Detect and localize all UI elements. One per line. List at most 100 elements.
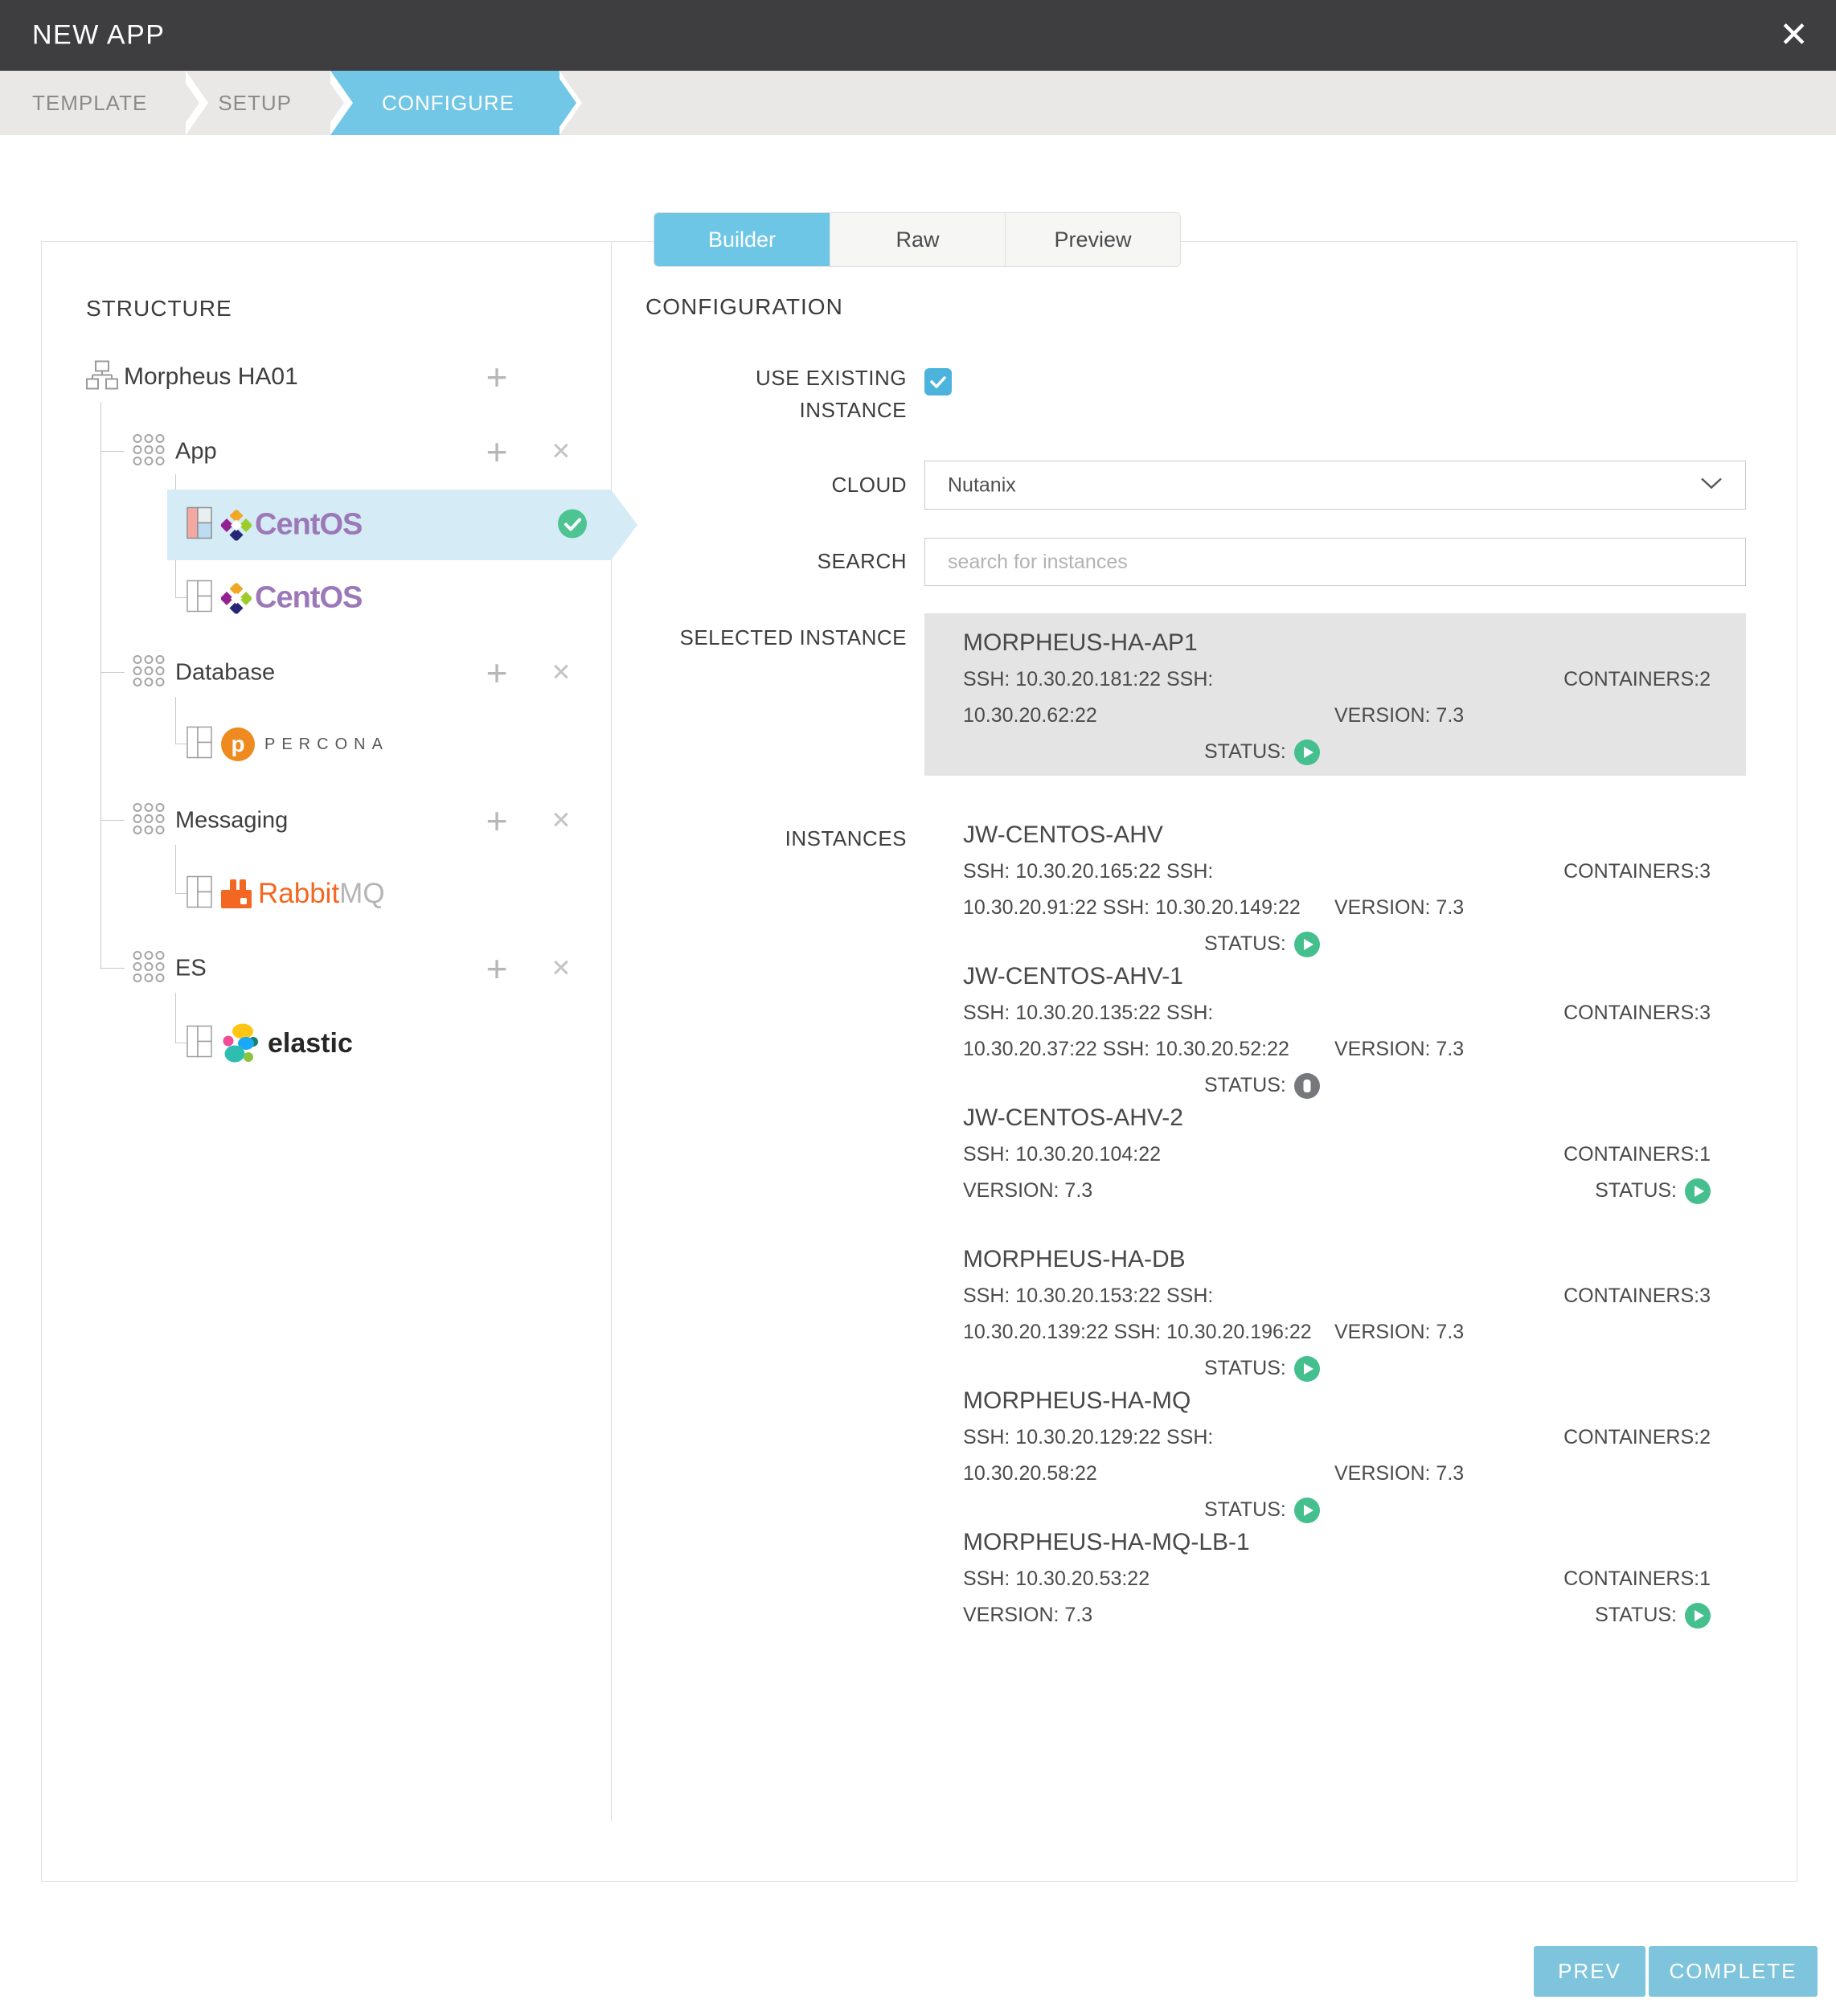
chevron-down-icon — [1700, 477, 1723, 494]
view-tabs: Builder Raw Preview — [654, 212, 1181, 267]
search-input[interactable] — [924, 538, 1746, 586]
add-node-icon[interactable]: + — [486, 652, 508, 694]
tier-grid-icon — [130, 653, 167, 694]
cloud-label: CLOUD — [831, 473, 907, 497]
add-node-icon[interactable]: + — [486, 800, 508, 842]
tree-group-es[interactable]: ES + ✕ — [72, 944, 603, 993]
tab-raw[interactable]: Raw — [830, 213, 1005, 266]
instance-status-label: STATUS: — [1204, 1498, 1286, 1521]
breadcrumb-step-setup[interactable]: SETUP — [186, 71, 354, 135]
breadcrumb-step-label: CONFIGURE — [382, 90, 515, 115]
tree-node-percona[interactable]: p PERCONA — [72, 720, 603, 768]
status-running-icon — [1293, 739, 1320, 765]
tree-line — [175, 697, 176, 744]
instance-list-item[interactable]: JW-CENTOS-AHV-2 SSH: 10.30.20.104:22 CON… — [963, 1100, 1711, 1209]
instance-name: MORPHEUS-HA-MQ — [963, 1387, 1191, 1414]
instance-ssh-line: SSH: 10.30.20.165:22 SSH: — [963, 860, 1214, 883]
tier-grid-icon — [130, 801, 167, 842]
tree-line — [100, 672, 125, 673]
panel-divider — [611, 241, 612, 1821]
breadcrumb-step-template[interactable]: TEMPLATE — [0, 71, 209, 135]
instance-version: VERSION: 7.3 — [1334, 1038, 1465, 1060]
rabbitmq-logo: Rabbit MQ — [221, 878, 385, 910]
modal-title: NEW APP — [32, 19, 166, 51]
breadcrumb-step-label: TEMPLATE — [32, 90, 148, 115]
elastic-logo: elastic — [221, 1022, 353, 1064]
status-running-icon — [1685, 1178, 1711, 1204]
tier-label: ES — [175, 955, 207, 981]
remove-tier-icon[interactable]: ✕ — [551, 659, 572, 686]
selected-instance-card[interactable]: MORPHEUS-HA-AP1 SSH: 10.30.20.181:22 SSH… — [924, 613, 1746, 776]
cloud-select[interactable]: Nutanix — [924, 461, 1746, 510]
status-running-icon — [1293, 1355, 1320, 1382]
tree-node-rabbitmq[interactable]: Rabbit MQ — [72, 870, 603, 918]
instance-ssh-line: 10.30.20.37:22 SSH: 10.30.20.52:22 — [963, 1038, 1289, 1060]
selected-check-icon — [558, 509, 587, 543]
instance-name: JW-CENTOS-AHV — [963, 822, 1163, 848]
instance-containers: CONTAINERS:1 — [1563, 1567, 1711, 1590]
instance-tile-icon — [186, 580, 212, 617]
instance-containers: CONTAINERS:2 — [1563, 1426, 1711, 1448]
instance-tile-icon — [186, 875, 212, 912]
use-existing-checkbox[interactable] — [924, 368, 952, 395]
instance-ssh-line: SSH: 10.30.20.153:22 SSH: — [963, 1285, 1214, 1307]
instance-status-label: STATUS: — [1204, 932, 1286, 955]
tree-line — [175, 845, 176, 894]
remove-tier-icon[interactable]: ✕ — [551, 955, 572, 982]
instance-list-item[interactable]: JW-CENTOS-AHV SSH: 10.30.20.165:22 SSH: … — [963, 817, 1711, 957]
use-existing-label-line1: USE EXISTING — [755, 366, 907, 390]
instance-containers: CONTAINERS:3 — [1563, 1002, 1711, 1024]
tree-line — [100, 968, 125, 969]
instance-version: VERSION: 7.3 — [963, 1604, 1093, 1626]
instance-list-item[interactable]: JW-CENTOS-AHV-1 SSH: 10.30.20.135:22 SSH… — [963, 958, 1711, 1099]
instance-containers: CONTAINERS:3 — [1563, 860, 1711, 883]
tree-line — [100, 820, 125, 821]
remove-tier-icon[interactable]: ✕ — [551, 807, 572, 834]
app-name-label: Morpheus HA01 — [124, 363, 298, 390]
tab-builder[interactable]: Builder — [654, 213, 830, 266]
sitemap-icon — [85, 360, 119, 395]
prev-button[interactable]: PREV — [1534, 1946, 1645, 1997]
instance-version: VERSION: 7.3 — [963, 1179, 1093, 1202]
instance-tile-icon — [186, 726, 212, 763]
tree-node-centos-selected[interactable]: CentOS — [72, 501, 603, 549]
instance-list-item[interactable]: MORPHEUS-HA-DB SSH: 10.30.20.153:22 SSH:… — [963, 1241, 1711, 1382]
add-node-icon[interactable]: + — [486, 948, 508, 990]
tree-root-row[interactable]: Morpheus HA01 + — [72, 353, 603, 401]
tree-group-app[interactable]: App + ✕ — [72, 428, 603, 476]
cloud-selected-value: Nutanix — [948, 473, 1016, 496]
tier-grid-icon — [130, 949, 167, 990]
instance-status-label: STATUS: — [1204, 740, 1286, 763]
tree-group-database[interactable]: Database + ✕ — [72, 649, 603, 697]
instance-ssh-line: 10.30.20.139:22 SSH: 10.30.20.196:22 — [963, 1321, 1312, 1343]
tree-node-centos-2[interactable]: CentOS — [72, 574, 603, 622]
tree-group-messaging[interactable]: Messaging + ✕ — [72, 797, 603, 845]
instance-version: VERSION: 7.3 — [1334, 1462, 1465, 1485]
breadcrumb-step-configure-active[interactable]: CONFIGURE — [330, 71, 583, 135]
tier-label: Database — [175, 659, 276, 686]
tree-line — [175, 597, 186, 598]
tab-preview[interactable]: Preview — [1005, 213, 1180, 266]
instance-version: VERSION: 7.3 — [1334, 704, 1465, 727]
instance-ssh-line: SSH: 10.30.20.129:22 SSH: — [963, 1426, 1214, 1448]
instance-tile-icon — [186, 1025, 212, 1062]
remove-tier-icon[interactable]: ✕ — [551, 438, 572, 465]
percona-logo: p PERCONA — [221, 727, 389, 761]
instance-version: VERSION: 7.3 — [1334, 1321, 1465, 1343]
add-node-icon[interactable]: + — [486, 431, 508, 473]
instance-list-item[interactable]: MORPHEUS-HA-MQ SSH: 10.30.20.129:22 SSH:… — [963, 1383, 1711, 1523]
complete-button[interactable]: COMPLETE — [1649, 1946, 1818, 1997]
close-icon[interactable]: ✕ — [1779, 15, 1809, 55]
tree-node-elastic[interactable]: elastic — [72, 1019, 603, 1067]
instance-name: JW-CENTOS-AHV-2 — [963, 1104, 1183, 1131]
instance-status-label: STATUS: — [1204, 1074, 1286, 1096]
instance-ssh-line: 10.30.20.91:22 SSH: 10.30.20.149:22 — [963, 896, 1301, 919]
instance-version: VERSION: 7.3 — [1334, 896, 1465, 919]
instance-list-item[interactable]: MORPHEUS-HA-MQ-LB-1 SSH: 10.30.20.53:22 … — [963, 1524, 1711, 1633]
tree-line — [175, 993, 176, 1043]
status-running-icon — [1685, 1602, 1711, 1629]
add-tier-icon[interactable]: + — [486, 356, 508, 398]
centos-logo: CentOS — [221, 508, 363, 543]
selected-instance-label: SELECTED INSTANCE — [679, 625, 907, 649]
